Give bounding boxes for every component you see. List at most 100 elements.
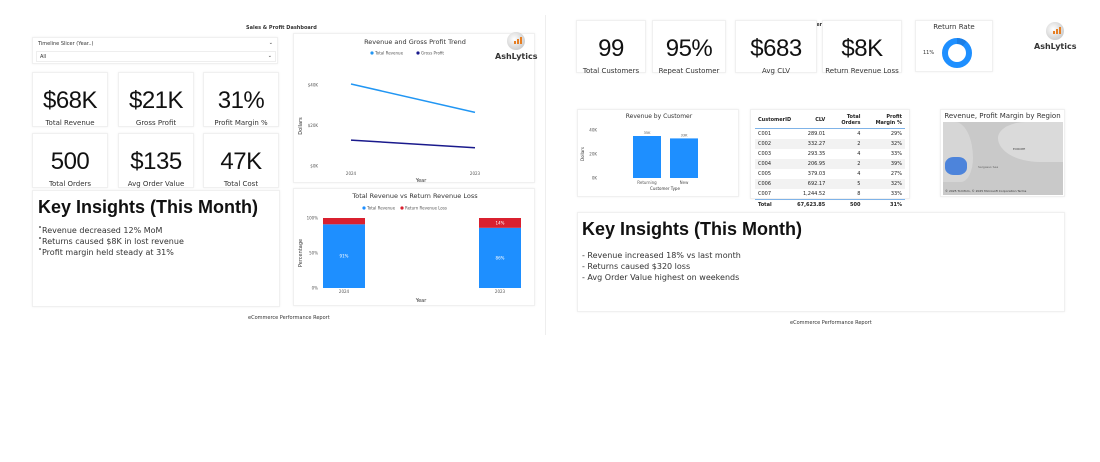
x-tick-label: New — [680, 180, 689, 185]
kpi-value: 500 — [50, 148, 90, 175]
table-row: C004 206.95 2 39% — [755, 159, 905, 169]
table-cell: C007 — [758, 191, 772, 197]
map-data-points — [945, 157, 967, 175]
ashlytics-logo: AshLytics — [1034, 22, 1077, 51]
table-cell: 293.35 — [807, 151, 826, 157]
table-row: C003 293.35 4 33% — [755, 149, 905, 159]
region-map[interactable]: EUROPE Sargasso Sea © 2025 TomTom, © 202… — [943, 122, 1063, 195]
map-credit: © 2025 TomTom, © 2025 Microsoft Corporat… — [945, 189, 1027, 193]
x-axis-label: Customer Type — [650, 186, 680, 191]
legend-marker — [416, 51, 420, 55]
legend-marker — [370, 51, 374, 55]
page-title: Customer Insights — [795, 22, 847, 28]
series-line — [350, 83, 476, 114]
map-label: EUROPE — [1013, 147, 1026, 151]
table-cell: C005 — [758, 171, 772, 177]
y-tick-label: 0% — [312, 286, 319, 291]
bar — [670, 138, 698, 178]
data-label: 35K — [644, 131, 651, 135]
kpi-total-cost: 47K Total Cost — [203, 133, 279, 188]
insight-item: - Returns caused $320 loss — [582, 262, 691, 271]
y-tick-label: 0K — [592, 176, 598, 181]
insight-item: ˚Returns caused $8K in lost revenue — [38, 237, 184, 246]
kpi-profit-margin: 31% Profit Margin % — [203, 72, 279, 127]
insight-item: ˚Profit margin held steady at 31% — [38, 248, 174, 257]
table-cell[interactable]: Total Orders — [828, 112, 864, 129]
kpi-label: Repeat Customer — [658, 67, 720, 75]
insight-item: ˚Revenue decreased 12% MoM — [38, 226, 163, 235]
kpi-label: Total Customers — [582, 67, 640, 75]
table-cell: 33% — [890, 191, 902, 197]
x-tick-label: 2023 — [495, 289, 506, 294]
legend-label: Gross Profit — [421, 51, 444, 56]
stacked-bar-segment — [323, 218, 365, 225]
chart-title: Revenue by Customer — [626, 113, 693, 120]
slicer-dropdown[interactable]: All ⌄ — [36, 51, 276, 62]
page-title: Sales & Profit Dashboard — [246, 25, 317, 31]
y-tick-label: 100% — [307, 216, 319, 221]
table-cell: 2 — [828, 159, 864, 169]
table-cell: C002 — [755, 139, 795, 149]
kpi-label: Total Revenue — [45, 119, 95, 127]
x-axis-label: Year — [415, 178, 428, 184]
kpi-value: $68K — [42, 87, 98, 114]
x-tick-label: Returning — [637, 180, 657, 185]
customer-data-table: CustomerID CLV Total Orders Profit Margin %… — [755, 112, 905, 210]
footer: eCommerce Performance Report — [790, 320, 872, 326]
insight-item: - Avg Order Value highest on weekends — [582, 273, 740, 282]
stacked-bar-segment — [479, 227, 521, 288]
x-tick-label: 2024 — [346, 171, 357, 176]
chevron-down-icon: ⌄ — [267, 53, 272, 59]
table-cell[interactable]: Profit Margin % — [863, 112, 905, 129]
kpi-value: $21K — [128, 87, 184, 114]
kpi-value: $683 — [750, 35, 802, 62]
chevron-down-icon: ⌄ — [268, 40, 273, 46]
table-total-row: Total 67,623.85 500 31% — [755, 199, 905, 210]
table-cell: 32% — [863, 179, 905, 189]
stacked-bar-segment — [323, 224, 365, 288]
table-cell: 1,244.52 — [803, 191, 826, 197]
logo-text: AshLytics — [1034, 42, 1077, 51]
key-insights-right: Key Insights (This Month) - Revenue incr… — [577, 212, 1065, 312]
y-tick-label: 40K — [589, 128, 597, 133]
table-header-row: CustomerID CLV Total Orders Profit Margin % — [755, 112, 905, 129]
table-cell: 32% — [863, 139, 905, 149]
table-cell: 67,623.85 — [794, 199, 829, 210]
table-cell: 5 — [828, 179, 864, 189]
kpi-label: Avg Order Value — [127, 180, 185, 188]
table-cell[interactable]: CLV — [794, 112, 829, 129]
table-cell: Total — [755, 199, 795, 210]
kpi-total-revenue: $68K Total Revenue — [32, 72, 108, 127]
table-cell: C001 — [758, 131, 772, 137]
timeline-slicer[interactable]: Timeline Slicer (Year..) ⌄ All ⌄ — [32, 37, 278, 64]
kpi-gross-profit: $21K Gross Profit — [118, 72, 194, 127]
table-cell: 289.01 — [807, 131, 826, 137]
y-tick-label: 20K — [589, 152, 597, 157]
legend-marker — [362, 206, 366, 210]
kpi-total-customers: 99 Total Customers — [576, 20, 646, 75]
page-divider — [545, 15, 546, 335]
slicer-label: Timeline Slicer (Year..) — [38, 41, 94, 47]
table-cell: 379.03 — [807, 171, 826, 177]
table-cell: 29% — [890, 131, 902, 137]
table-cell[interactable]: CustomerID — [755, 112, 795, 129]
kpi-return-revenue-loss: $8K Return Revenue Loss — [822, 20, 902, 75]
table-cell: 33% — [890, 151, 902, 157]
customer-table[interactable]: CustomerID CLV Total Orders Profit Margin %… — [750, 109, 910, 210]
kpi-value: 95% — [665, 35, 713, 62]
return-rate-card: Return Rate 11% — [915, 20, 993, 72]
table-cell: 31% — [863, 199, 905, 210]
table-cell: 39% — [863, 159, 905, 169]
table-cell: 332.27 — [794, 139, 829, 149]
table-cell: 4 — [857, 151, 861, 157]
stacked-bar-segment — [479, 218, 521, 228]
logo-text: AshLytics — [495, 52, 538, 61]
legend-label: Total Revenue — [366, 206, 396, 211]
table-cell: C004 — [755, 159, 795, 169]
data-label: 86% — [496, 255, 505, 260]
data-label: 33K — [681, 133, 688, 137]
kpi-avg-order-value: $135 Avg Order Value — [118, 133, 194, 188]
kpi-value: $135 — [130, 148, 182, 175]
legend-marker — [400, 206, 404, 210]
map-landmass — [998, 122, 1063, 162]
